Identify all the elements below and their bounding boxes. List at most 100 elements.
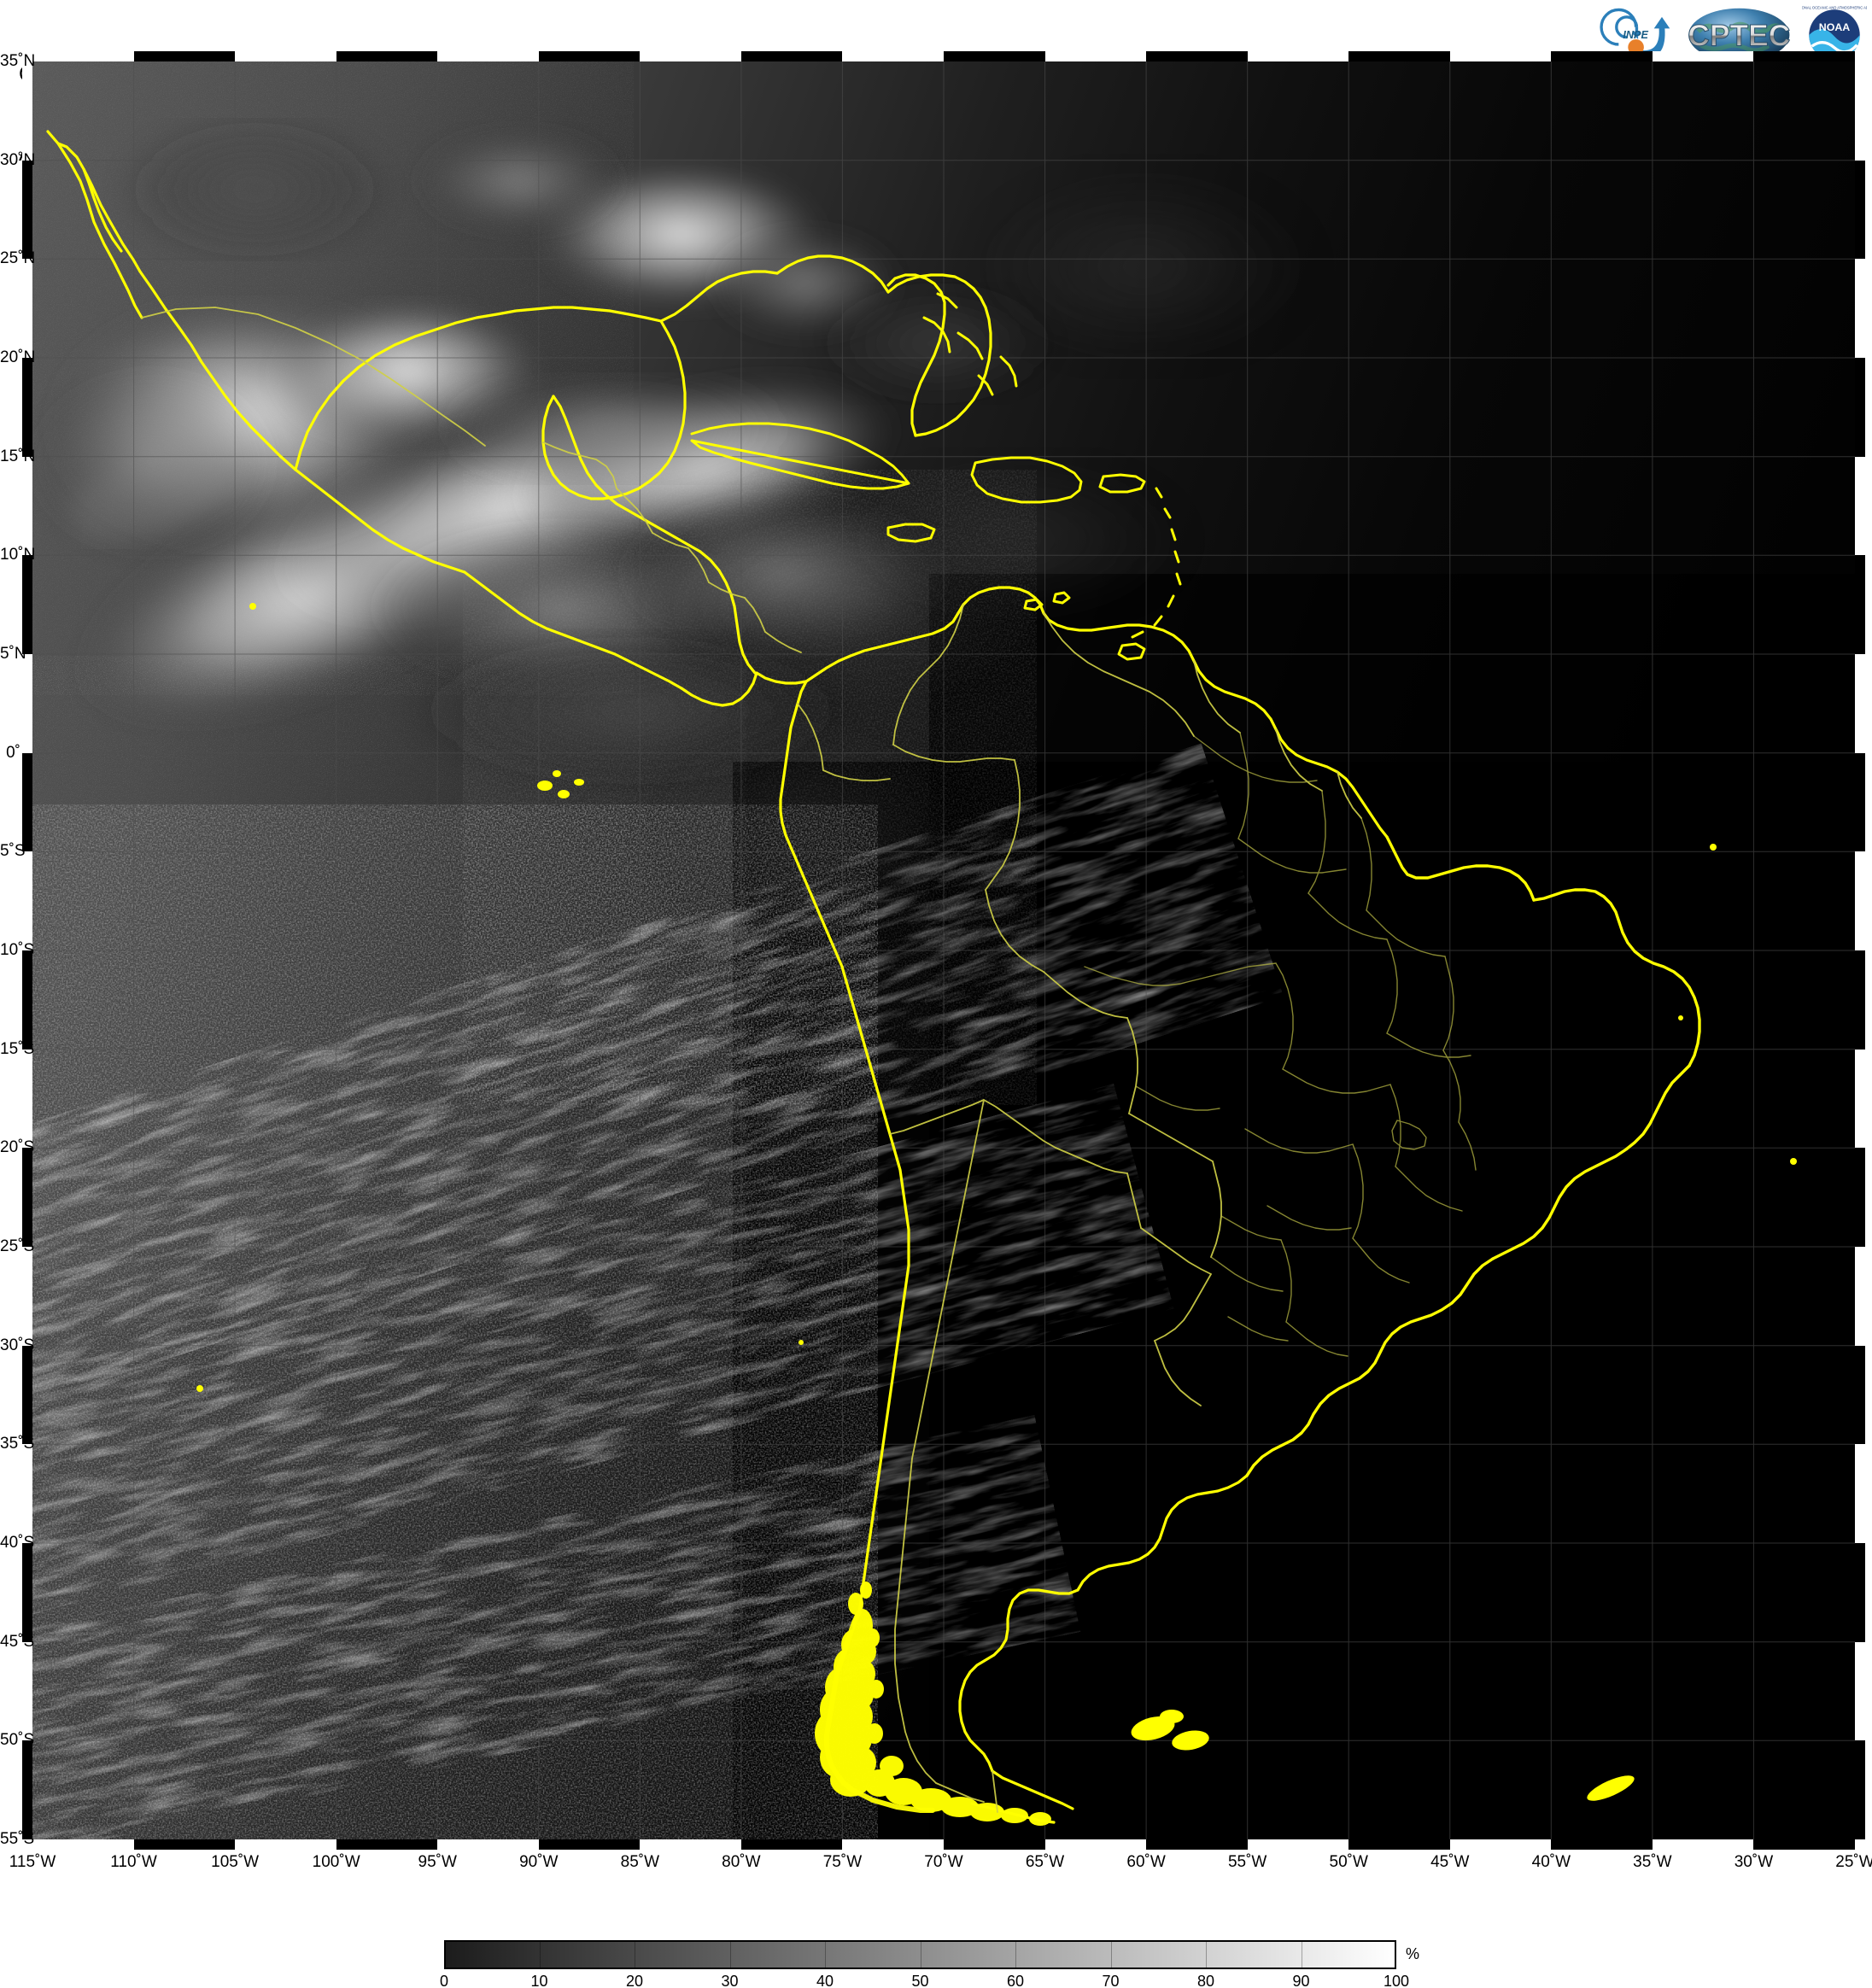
graticule [32, 61, 1855, 1839]
axis-tick-segment [437, 1839, 539, 1850]
axis-tick-segment [1855, 654, 1865, 753]
colorbar-unit-label: % [1406, 1945, 1420, 1962]
latitude-tick-label: 30˚S [0, 1336, 35, 1354]
axis-tick-segment [1449, 51, 1552, 61]
longitude-tick-label: 70˚W [924, 1853, 963, 1871]
axis-tick-segment [1855, 456, 1865, 556]
axis-tick-segment [842, 51, 944, 61]
axis-tick-segment [235, 1839, 336, 1850]
axis-tick-segment [22, 654, 32, 753]
axis-tick-segment [640, 51, 741, 61]
latitude-tick-label: 25˚N [0, 249, 36, 268]
axis-tick-segment [437, 51, 539, 61]
coastline-caribbean-islands [690, 292, 1182, 661]
latitude-tick-label: 10˚N [0, 546, 36, 564]
colorbar: 0 10 20 30 40 50 60 70 80 90 100 [440, 1940, 1409, 1988]
coastline-pacific-islets [196, 603, 804, 1392]
axis-tick-segment [1247, 1839, 1349, 1850]
longitude-tick-label: 60˚W [1126, 1853, 1166, 1871]
axis-tick-segment [22, 1444, 32, 1543]
longitude-tick-label: 85˚W [620, 1853, 660, 1871]
axis-tick-segment [1855, 1641, 1865, 1741]
longitude-tick-label: 100˚W [312, 1853, 360, 1871]
colorbar-gradient [444, 1940, 1396, 1969]
axis-tick-segment [1044, 51, 1147, 61]
latitude-tick-label: 55˚S [0, 1830, 35, 1848]
longitude-tick-label: 105˚W [211, 1853, 260, 1871]
latitude-tick-label: 35˚N [0, 52, 36, 70]
latitude-tick-label: 5˚S [0, 842, 26, 861]
longitude-tick-label: 35˚W [1633, 1853, 1672, 1871]
coastline-brazil-east [1245, 835, 1701, 1477]
coastline-central-america [463, 395, 808, 707]
axis-tick-segment [1449, 1839, 1552, 1850]
coastline-south-america-north [804, 586, 1389, 839]
longitude-tick-label: 115˚W [9, 1853, 56, 1871]
brazil-state-borders [1084, 732, 1477, 1357]
coastline-atlantic-islets [1678, 844, 1797, 1165]
coastline-tierra-del-fuego [970, 1769, 1074, 1824]
coastline-pacific-south-america [779, 680, 910, 1614]
colorbar-tick [825, 1940, 826, 1969]
latitude-tick-label: 45˚S [0, 1632, 35, 1651]
svg-text:NATIONAL OCEANIC AND ATMOSPHER: NATIONAL OCEANIC AND ATMOSPHERIC ADMIN [1802, 5, 1867, 9]
longitude-tick-label: 110˚W [110, 1853, 157, 1871]
axis-tick-segment [1855, 851, 1865, 950]
coastline-patagonia-islands [815, 1582, 1051, 1826]
coastline-gulf-of-mexico [294, 254, 992, 500]
axis-tick-segment [32, 1839, 134, 1850]
colorbar-tick [1015, 1940, 1016, 1969]
svg-text:CPTEC: CPTEC [1688, 19, 1791, 53]
axis-tick-segment [1855, 1247, 1865, 1346]
latitude-tick-label: 30˚N [0, 150, 36, 169]
colorbar-tick-label: 10 [530, 1973, 548, 1988]
latitude-tick-label: 15˚N [0, 447, 36, 465]
axis-tick-segment [1652, 51, 1754, 61]
colorbar-tick-label: 40 [816, 1973, 834, 1988]
country-borders [141, 307, 1362, 1813]
colorbar-tick [1206, 1940, 1207, 1969]
latitude-tick-label: 10˚S [0, 941, 35, 959]
coastline-argentina-east [958, 1474, 1249, 1773]
inpe-logo: INPE [1600, 8, 1670, 58]
axis-tick-segment [1247, 51, 1349, 61]
axis-tick-segment [640, 1839, 741, 1850]
longitude-tick-label: 50˚W [1329, 1853, 1368, 1871]
latitude-tick-label: 35˚S [0, 1435, 35, 1453]
longitude-tick-label: 65˚W [1025, 1853, 1065, 1871]
axis-tick-segment [22, 1247, 32, 1346]
colorbar-tick [539, 1940, 541, 1969]
longitude-tick-label: 90˚W [519, 1853, 559, 1871]
pacific-low-swirl [32, 373, 272, 553]
longitude-tick-label: 75˚W [822, 1853, 863, 1871]
colorbar-tick-label: 70 [1102, 1973, 1120, 1988]
axis-tick-segment [1855, 259, 1865, 358]
satellite-image-canvas [32, 61, 1855, 1839]
longitude-tick-label: 95˚W [418, 1853, 457, 1871]
axis-tick-segment [1855, 1444, 1865, 1543]
logo-bar: INPE CPTEC [1597, 2, 1867, 68]
coastline-falkland-islands [1131, 1710, 1209, 1751]
colorbar-tick [1110, 1940, 1112, 1969]
axis-tick-segment [1652, 1839, 1754, 1850]
axis-tick-segment [22, 456, 32, 556]
geography-overlay [46, 130, 1797, 1826]
svg-text:NOAA: NOAA [1819, 21, 1850, 33]
latitude-tick-label: 40˚S [0, 1534, 35, 1552]
latitude-tick-label: 50˚S [0, 1731, 35, 1750]
latitude-tick-label: 20˚N [0, 348, 36, 366]
colorbar-tick-label: 90 [1292, 1973, 1310, 1988]
coastline-baja-mexico [46, 130, 466, 574]
latitude-tick-label: 15˚S [0, 1039, 35, 1058]
axis-tick-segment [32, 51, 134, 61]
colorbar-tick-label: 20 [625, 1973, 644, 1988]
colorbar-tick-label: 50 [911, 1973, 929, 1988]
colorbar-tick-label: 80 [1196, 1973, 1215, 1988]
axis-tick-segment [842, 1839, 944, 1850]
axis-tick-segment [22, 61, 32, 161]
coastline-galapagos [537, 770, 584, 798]
axis-tick-segment [1855, 61, 1865, 161]
longitude-tick-label: 25˚W [1835, 1853, 1872, 1871]
longitude-tick-label: 80˚W [722, 1853, 761, 1871]
